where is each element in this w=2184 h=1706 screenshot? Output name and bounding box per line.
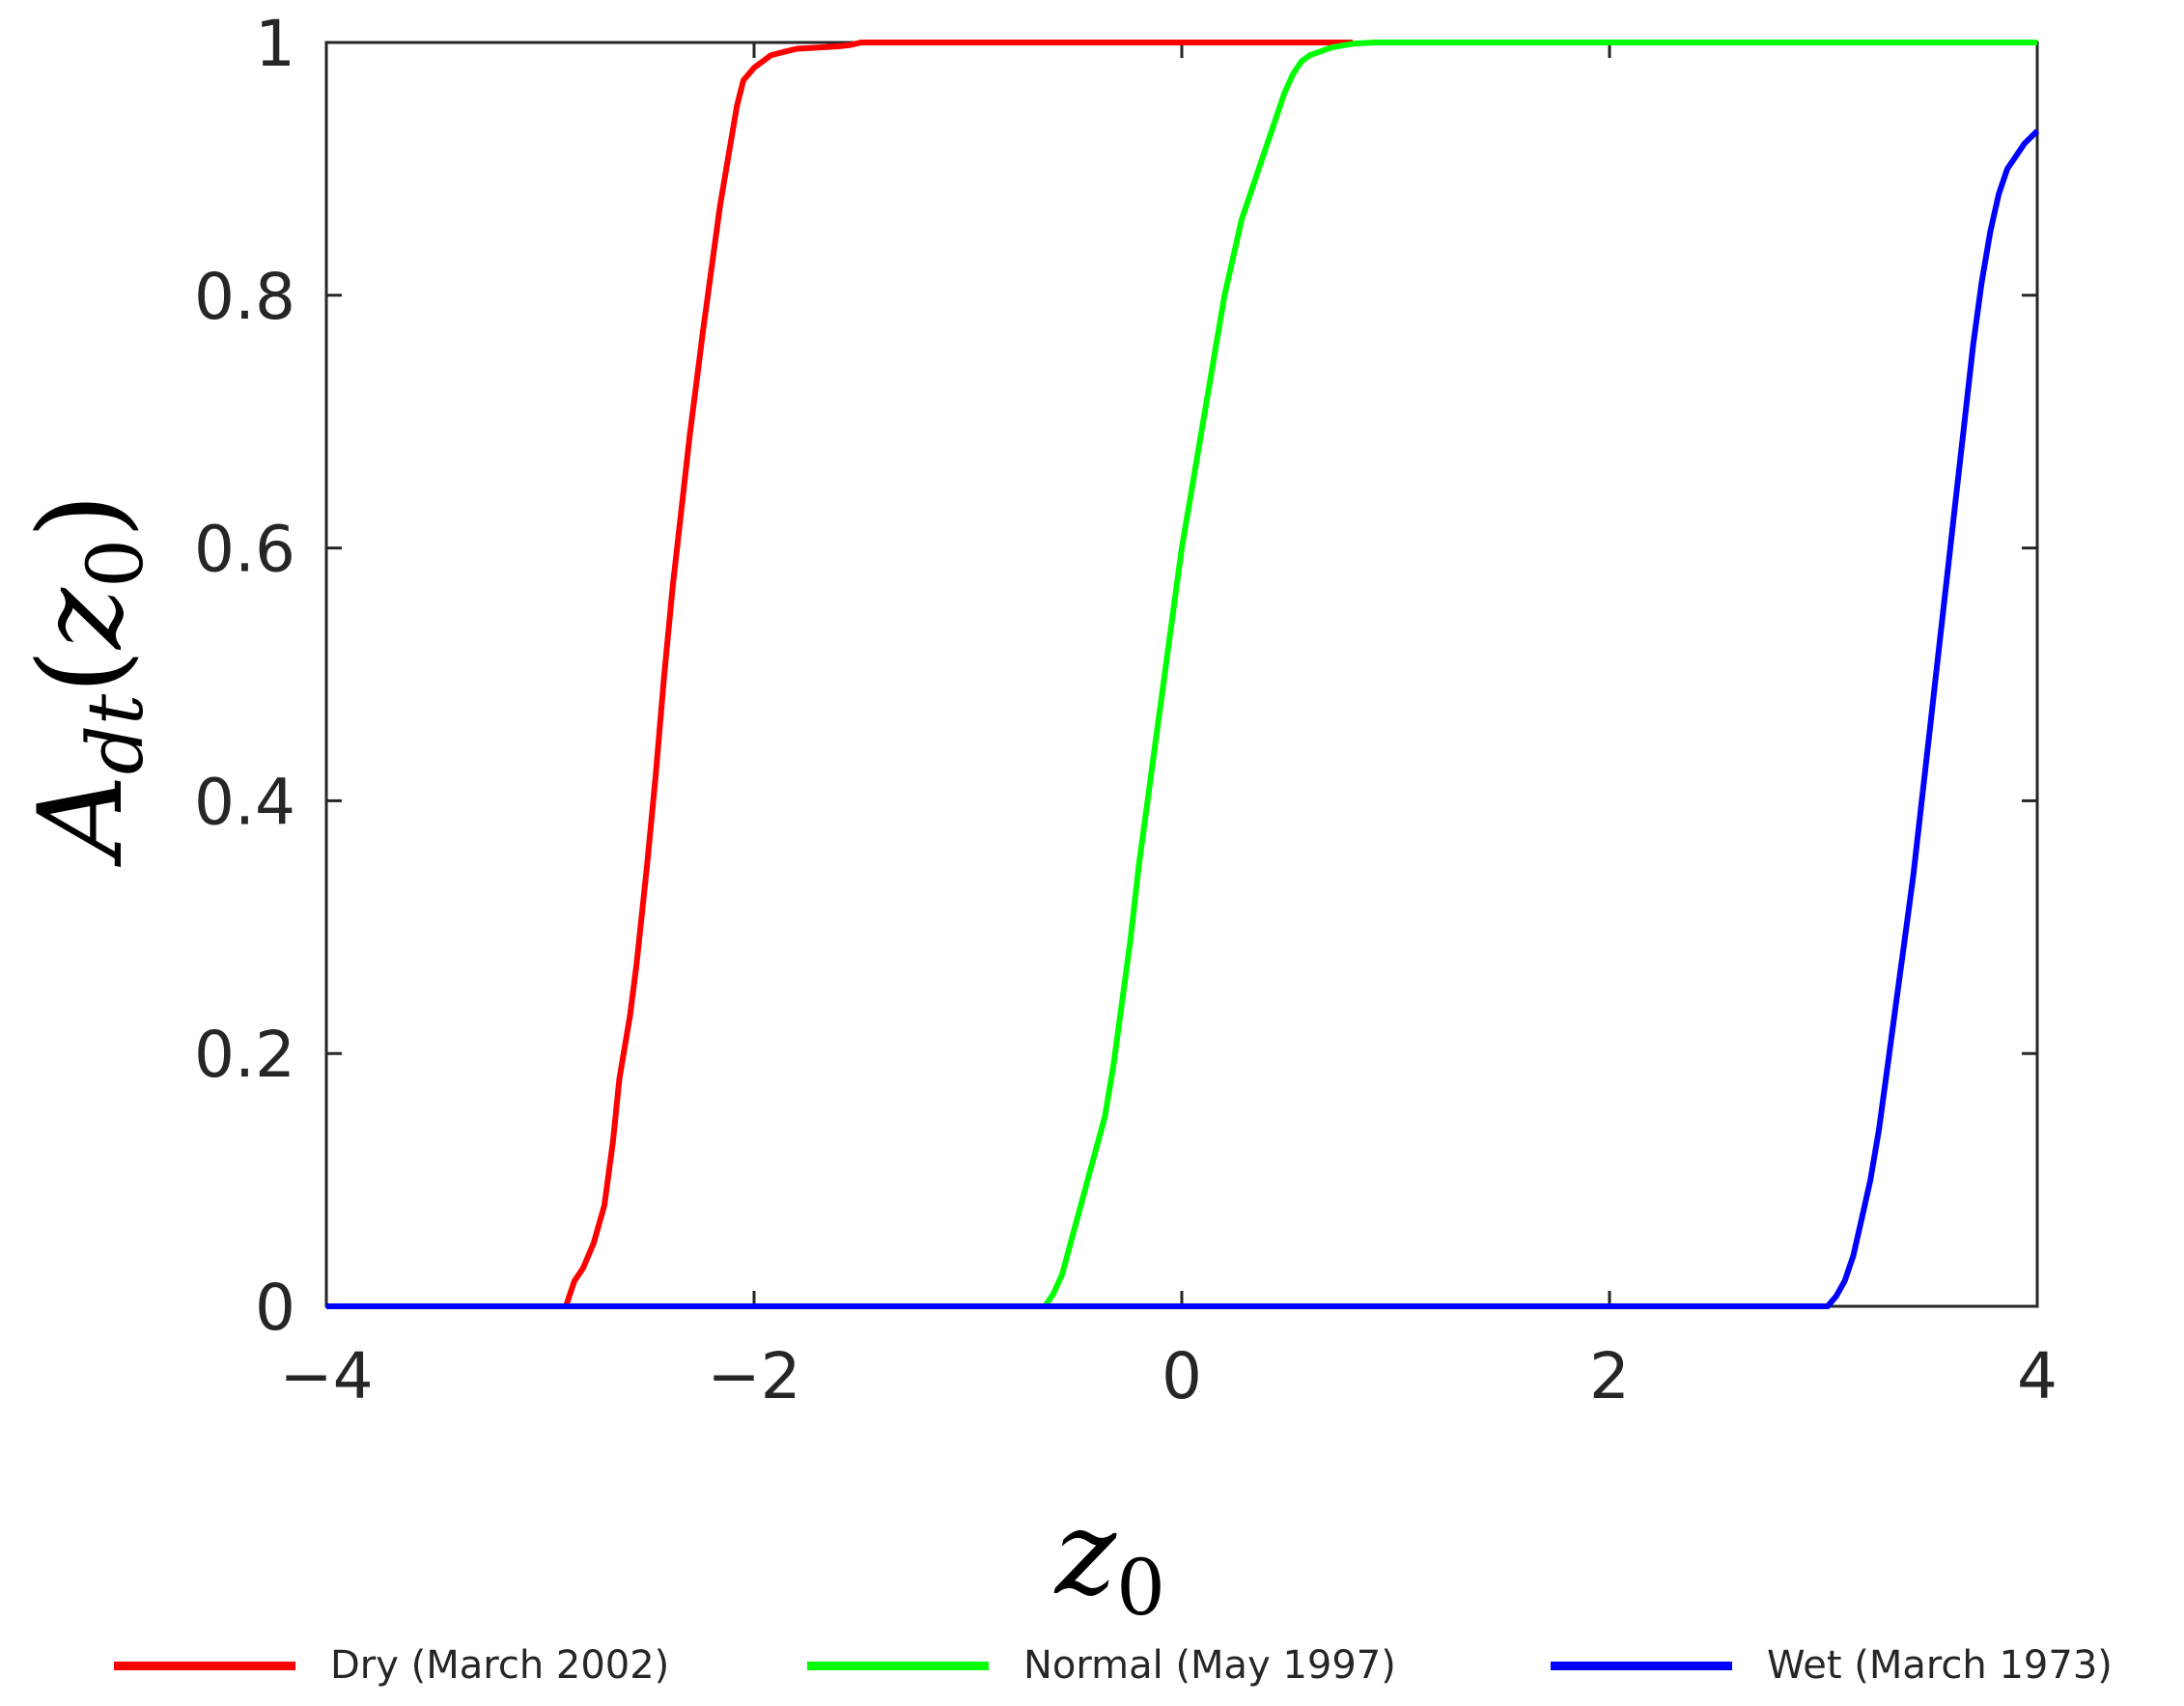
chart-canvas: 00.20.40.60.81 −4 −2 0 2 4 z0 Adt(z0) (14, 7, 2058, 1632)
y-axis-label-paren-open: ( (14, 649, 149, 694)
series-line-dry (326, 40, 1354, 1309)
legend-swatch-normal (807, 1661, 989, 1670)
y-axis-label-paren-close: ) (14, 493, 149, 539)
legend-item-normal: Normal (May 1997) (807, 1632, 1396, 1699)
y-axis-ticks: 0 0.2 0.4 0.6 0.8 1 (194, 7, 2037, 1345)
x-axis-label-subscript: 0 (1116, 1543, 1165, 1632)
legend: Dry (March 2002) Normal (May 1997) Wet (… (0, 1632, 2184, 1706)
y-tick-label: 0.4 (194, 765, 295, 839)
y-axis-label-arg-subscript: 0 (70, 539, 160, 588)
x-axis-label: z0 (1053, 1487, 1165, 1632)
x-tick-label: 2 (1589, 1339, 1630, 1413)
series-lines (326, 40, 2040, 1309)
x-tick-label: 0 (1162, 1339, 1202, 1413)
legend-label-dry: Dry (March 2002) (330, 1643, 670, 1688)
x-tick-label: −4 (279, 1339, 373, 1413)
legend-item-wet: Wet (March 1973) (1551, 1632, 2113, 1699)
plot-area (324, 41, 2039, 1308)
y-tick-label: 0.2 (194, 1018, 295, 1092)
legend-swatch-wet (1551, 1661, 1732, 1670)
y-axis-label: Adt(z0) (14, 493, 160, 868)
y-tick-label: 0.6 (194, 513, 295, 587)
series-line-wet (326, 128, 2040, 1309)
x-tick-label: −2 (707, 1339, 800, 1413)
y-tick-label: 0.8 (194, 260, 295, 334)
series-line-normal (326, 40, 2037, 1309)
legend-label-wet: Wet (March 1973) (1767, 1643, 2113, 1688)
y-axis-label-arg: z (14, 587, 149, 651)
x-axis-label-main: z (1053, 1487, 1117, 1621)
x-tick-label: 4 (2017, 1339, 2058, 1413)
y-tick-label: 0 (255, 1271, 295, 1345)
y-tick-label: 1 (255, 7, 295, 81)
y-axis-label-main: A (14, 774, 149, 868)
x-axis-ticks: −4 −2 0 2 4 (279, 42, 2058, 1413)
legend-swatch-dry (114, 1661, 295, 1670)
legend-item-dry: Dry (March 2002) (114, 1632, 669, 1699)
legend-label-normal: Normal (May 1997) (1023, 1643, 1396, 1688)
y-axis-label-subscript: dt (70, 693, 160, 774)
